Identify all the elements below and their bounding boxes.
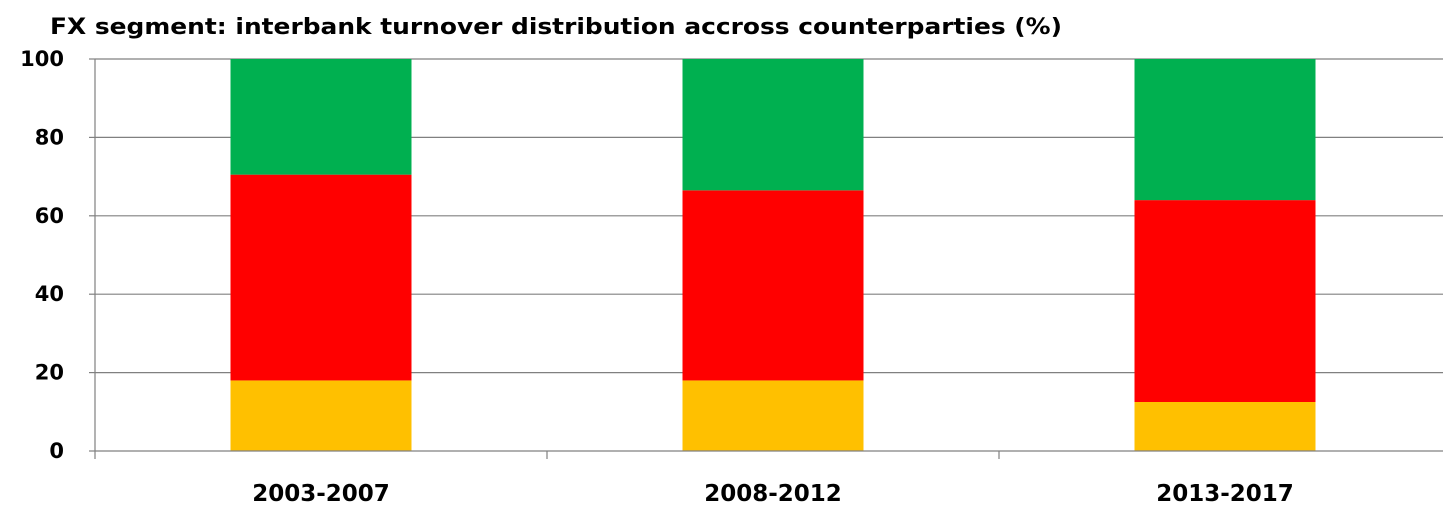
y-tick-label-0: 0	[49, 439, 64, 463]
bar-segment-2008-2012-s1	[682, 380, 864, 451]
bar-segment-2013-2017-s2	[1134, 200, 1316, 402]
y-tick-label-40: 40	[35, 282, 64, 306]
y-tick-label-60: 60	[35, 204, 64, 228]
x-tick-label-2008-2012: 2008-2012	[704, 481, 842, 507]
y-tick-label-100: 100	[20, 47, 64, 71]
x-tick-labels: 2003-2007 2008-2012 2013-2017	[252, 481, 1294, 507]
x-tick-label-2013-2017: 2013-2017	[1156, 481, 1294, 507]
bar-segment-2003-2007-s3	[230, 59, 412, 175]
x-tick-label-2003-2007: 2003-2007	[252, 481, 390, 507]
y-tick-label-80: 80	[35, 125, 64, 149]
y-tick-labels: 0 20 40 60 80 100	[20, 47, 64, 463]
bar-segment-2013-2017-s1	[1134, 402, 1316, 451]
bar-segment-2003-2007-s1	[230, 380, 412, 451]
chart-title: FX segment: interbank turnover distribut…	[50, 15, 1062, 40]
bar-segment-2008-2012-s2	[682, 190, 864, 381]
axes	[89, 58, 1443, 459]
bar-segment-2003-2007-s2	[230, 174, 412, 381]
bar-segment-2013-2017-s3	[1134, 59, 1316, 201]
y-tick-label-20: 20	[35, 361, 64, 385]
stacked-bars	[230, 59, 1316, 451]
bar-segment-2008-2012-s3	[682, 59, 864, 191]
